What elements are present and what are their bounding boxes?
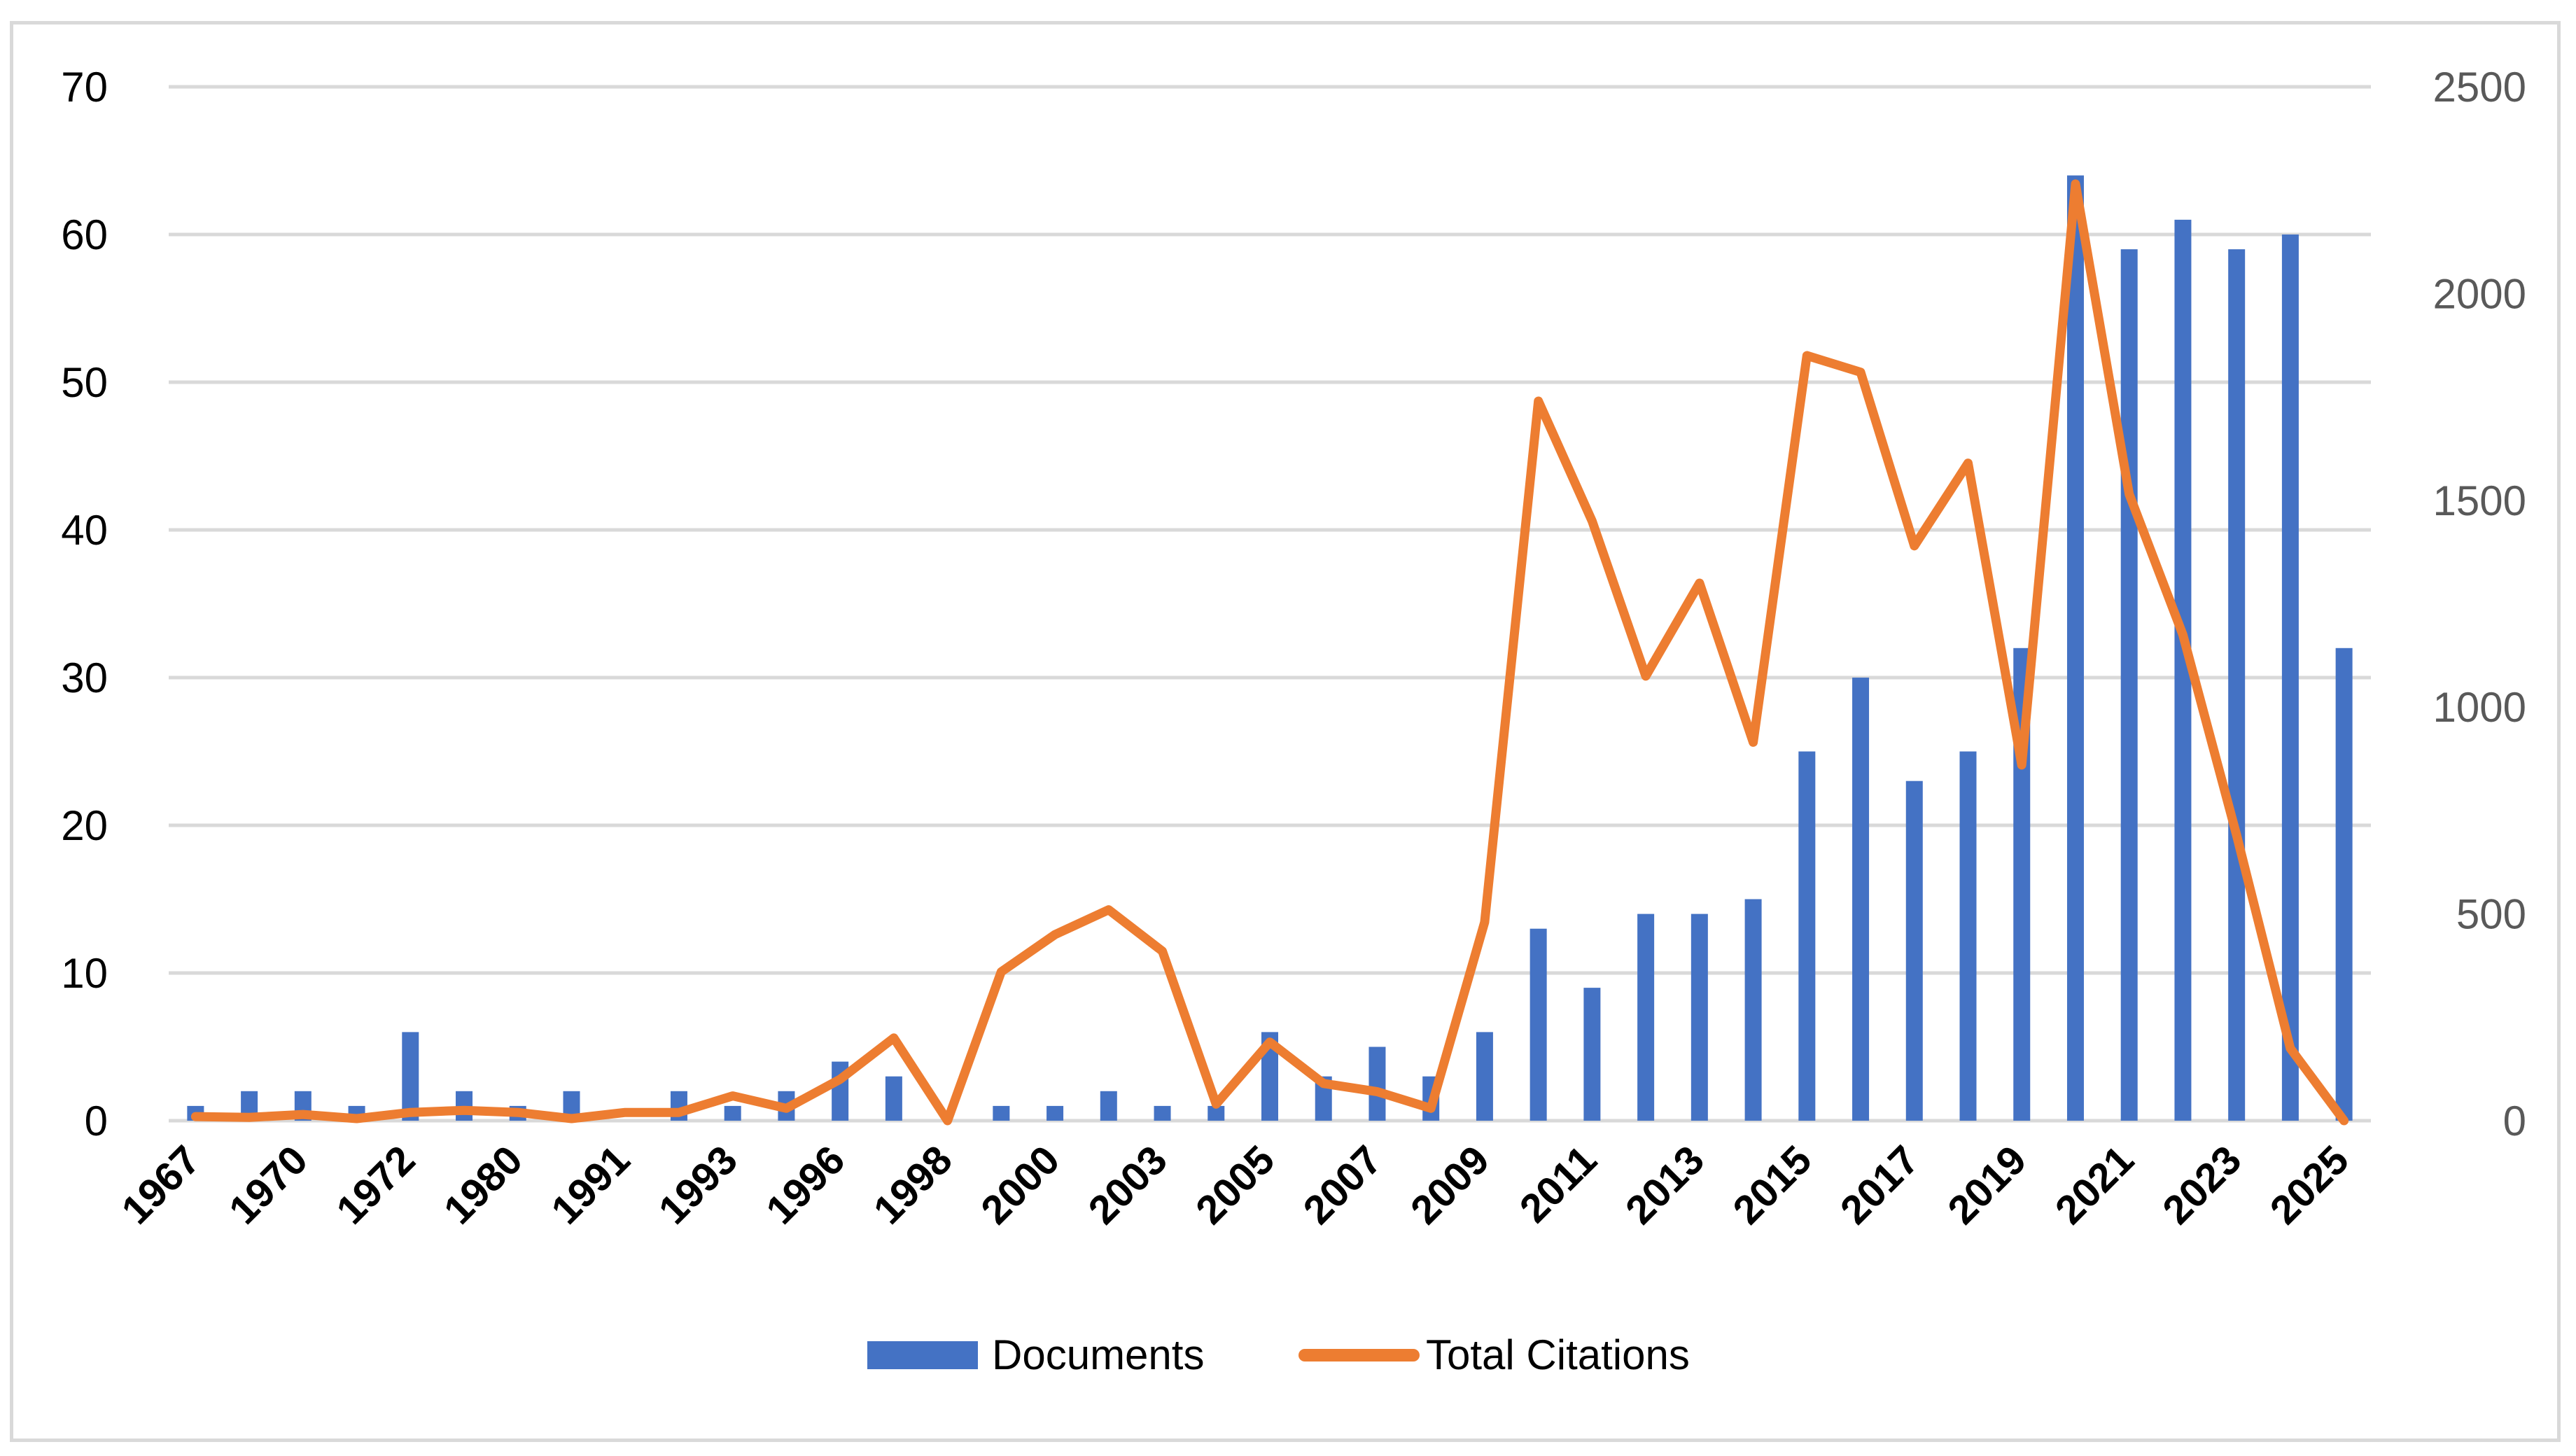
documents-bar xyxy=(1852,678,1870,1121)
left-tick-label: 40 xyxy=(61,507,108,554)
documents-bar xyxy=(1744,899,1762,1121)
legend-swatch-documents xyxy=(867,1341,978,1369)
documents-bar xyxy=(1208,1105,1225,1121)
documents-bar xyxy=(2335,648,2353,1121)
documents-bar xyxy=(1046,1105,1064,1121)
documents-bars xyxy=(187,175,2353,1121)
right-tick-label: 500 xyxy=(2456,891,2526,938)
documents-bar xyxy=(2228,249,2246,1121)
right-axis-ticks: 0 500 1000 1500 2000 2500 xyxy=(2433,64,2526,1144)
x-tick-label: 2023 xyxy=(2154,1137,2250,1233)
x-tick-label: 2005 xyxy=(1187,1137,1283,1233)
left-tick-label: 20 xyxy=(61,802,108,849)
documents-bar xyxy=(1530,928,1547,1121)
total-citations-polyline xyxy=(190,179,2349,1126)
x-tick-label: 1967 xyxy=(113,1137,209,1233)
legend: Documents Total Citations xyxy=(867,1331,1690,1378)
documents-bar xyxy=(2066,175,2084,1121)
legend-label-documents: Documents xyxy=(992,1331,1204,1378)
documents-bar xyxy=(1476,1032,1493,1121)
x-tick-label: 1980 xyxy=(435,1137,531,1233)
x-tick-label: 1998 xyxy=(865,1137,961,1233)
documents-bar xyxy=(2120,249,2138,1121)
x-tick-label: 2009 xyxy=(1402,1137,1498,1233)
left-tick-label: 60 xyxy=(61,211,108,258)
right-tick-label: 1500 xyxy=(2433,477,2526,524)
left-axis-ticks: 0 10 20 30 40 50 60 70 xyxy=(61,64,108,1144)
left-tick-label: 30 xyxy=(61,654,108,701)
left-tick-label: 0 xyxy=(85,1098,108,1144)
right-tick-label: 2500 xyxy=(2433,64,2526,111)
x-tick-label: 1991 xyxy=(542,1137,638,1233)
documents-bar xyxy=(724,1105,741,1121)
documents-bar xyxy=(885,1076,902,1121)
gridlines xyxy=(169,85,2371,1123)
x-tick-label: 2011 xyxy=(1511,1137,1606,1231)
left-tick-label: 50 xyxy=(61,359,108,406)
documents-bar xyxy=(1690,913,1708,1121)
documents-bar xyxy=(1100,1091,1117,1121)
x-tick-label: 1996 xyxy=(757,1137,853,1233)
chart-frame: 0 10 20 30 40 50 60 70 0 500 1000 1500 2000 2500 196… xyxy=(10,21,2561,1442)
combo-chart: 0 10 20 30 40 50 60 70 0 500 1000 1500 2000 2500 196… xyxy=(61,64,2526,1378)
documents-bar xyxy=(1583,988,1601,1121)
x-tick-label: 2013 xyxy=(1617,1137,1713,1233)
x-tick-label: 2025 xyxy=(2262,1137,2358,1233)
right-tick-label: 1000 xyxy=(2433,684,2526,731)
documents-bar xyxy=(1905,780,1923,1121)
documents-bar xyxy=(993,1105,1010,1121)
documents-bar xyxy=(1154,1105,1171,1121)
x-tick-label: 2017 xyxy=(1832,1137,1928,1233)
x-tick-label: 1972 xyxy=(328,1137,424,1233)
x-tick-label: 1970 xyxy=(220,1137,316,1233)
x-tick-label: 2019 xyxy=(1939,1137,2035,1233)
x-tick-label: 2000 xyxy=(972,1137,1068,1233)
x-tick-label: 2007 xyxy=(1294,1137,1390,1233)
right-tick-label: 2000 xyxy=(2433,270,2526,317)
x-axis-ticks: 1967 1970 1972 1980 1991 1993 1996 1998 2000 2003… xyxy=(113,1137,2357,1233)
documents-bar xyxy=(1959,751,1977,1121)
left-tick-label: 10 xyxy=(61,950,108,997)
x-tick-label: 2015 xyxy=(1724,1137,1820,1233)
documents-bar xyxy=(1637,913,1655,1121)
documents-bar xyxy=(1368,1046,1386,1121)
x-tick-label: 1993 xyxy=(650,1137,746,1233)
x-tick-label: 2003 xyxy=(1080,1137,1176,1233)
x-tick-label: 2021 xyxy=(2047,1137,2143,1233)
left-tick-label: 70 xyxy=(61,64,108,111)
documents-bar xyxy=(402,1032,419,1121)
right-tick-label: 0 xyxy=(2503,1098,2526,1144)
legend-label-total-citations: Total Citations xyxy=(1426,1331,1690,1378)
documents-bar xyxy=(1798,751,1816,1121)
total-citations-line xyxy=(190,179,2349,1126)
documents-bar xyxy=(2281,234,2299,1121)
